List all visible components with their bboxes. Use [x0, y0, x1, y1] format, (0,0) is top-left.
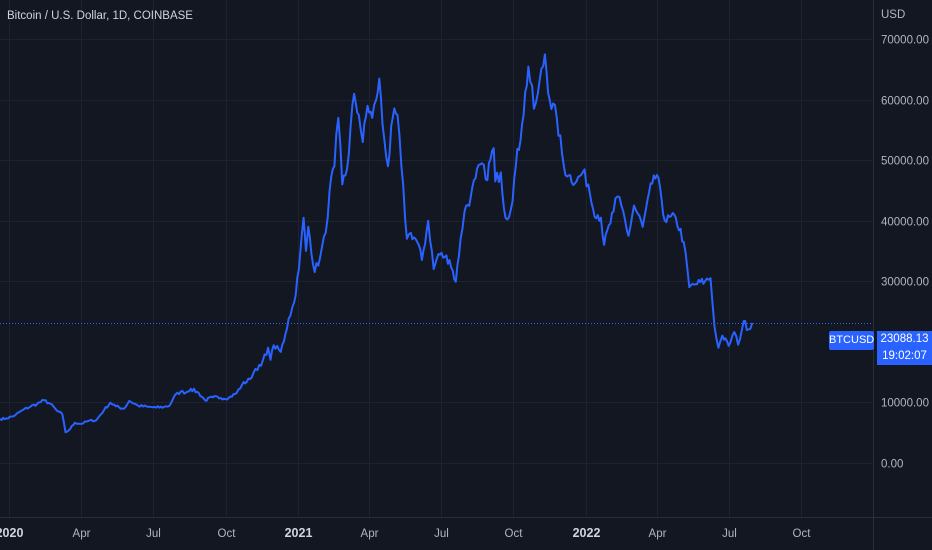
grid-lines	[0, 0, 873, 517]
price-tick-label: 50000.00	[881, 156, 929, 168]
price-tick-label: 30000.00	[881, 277, 929, 289]
time-tick-label: Oct	[218, 528, 237, 540]
time-tick-label: Jul	[434, 528, 449, 540]
last-price-label: 23088.13	[877, 331, 932, 348]
countdown-label: 19:02:07	[877, 348, 932, 365]
btc-price-series-line	[0, 53, 754, 434]
price-axis-labels: 0.00 10000.00 30000.00 40000.00 50000.00 6000…	[881, 35, 929, 471]
time-tick-label: 2021	[285, 526, 313, 540]
price-tick-label: 40000.00	[881, 217, 929, 229]
time-axis-labels: 2020 Apr Jul Oct 2021 Apr Jul Oct 2022 Apr Jul Oct	[0, 526, 811, 540]
time-tick-label: Apr	[73, 528, 91, 540]
time-tick-label: Apr	[649, 528, 667, 540]
price-tick-label: 10000.00	[881, 398, 929, 410]
time-tick-label: Jul	[722, 528, 737, 540]
price-tick-label: 60000.00	[881, 96, 929, 108]
symbol-price-tag: BTCUSD	[829, 331, 874, 350]
time-tick-label: Jul	[146, 528, 161, 540]
time-tick-label: 2020	[0, 526, 23, 540]
time-tick-label: 2022	[573, 526, 601, 540]
time-tick-label: Apr	[361, 528, 379, 540]
currency-label[interactable]: USD	[881, 9, 906, 21]
price-tick-label: 0.00	[881, 459, 903, 471]
price-tick-label: 70000.00	[881, 35, 929, 47]
time-tick-label: Oct	[505, 528, 524, 540]
symbol-title[interactable]: Bitcoin / U.S. Dollar, 1D, COINBASE	[7, 10, 193, 22]
time-tick-label: Oct	[793, 528, 812, 540]
